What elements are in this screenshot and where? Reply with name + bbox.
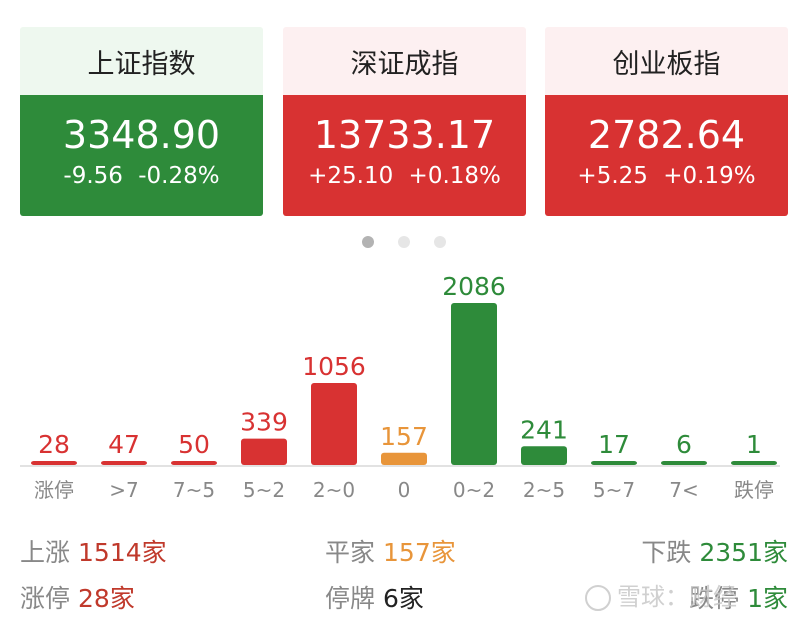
bar-value-label: 50 [178, 430, 210, 459]
stat-flat-label: 平家 [325, 538, 376, 567]
stat-rise-value: 1514家 [78, 538, 167, 567]
bar [31, 461, 77, 465]
index-value: 13733.17 [313, 113, 496, 157]
stat-rise: 上涨 1514家 [20, 533, 167, 569]
bar [591, 461, 637, 465]
stat-flat-value: 157家 [383, 538, 456, 567]
index-change-pct: +0.18% [408, 162, 501, 189]
index-value: 2782.64 [587, 113, 746, 157]
bar [451, 303, 497, 465]
index-quote: 2782.64 +5.25 +0.19% [545, 95, 788, 216]
page-dot-1[interactable] [362, 236, 374, 248]
bar [241, 438, 287, 465]
x-tick-label: 涨停 [34, 478, 74, 502]
bar [101, 461, 147, 465]
x-tick-label: 7< [669, 478, 698, 502]
stat-limit-down-value: 1家 [747, 584, 788, 613]
x-tick-label: 7~5 [173, 478, 215, 502]
snowball-logo-icon [585, 585, 611, 611]
index-quote: 13733.17 +25.10 +0.18% [283, 95, 526, 216]
index-change-row: +25.10 +0.18% [283, 163, 526, 189]
page-dot-2[interactable] [398, 236, 410, 248]
stat-suspended: 停牌 6家 [325, 579, 424, 615]
page-dot-3[interactable] [434, 236, 446, 248]
index-quote: 3348.90 -9.56 -0.28% [20, 95, 263, 216]
stat-fall: 下跌 2351家 [641, 533, 788, 569]
stat-limit-down-label: 跌停 [689, 584, 740, 613]
x-tick-label: 2~5 [523, 478, 565, 502]
stat-flat: 平家 157家 [325, 533, 456, 569]
x-tick-label: 0~2 [453, 478, 495, 502]
stat-suspended-label: 停牌 [325, 584, 376, 613]
bar [171, 461, 217, 465]
index-change: +5.25 [577, 162, 648, 189]
bar-value-label: 1 [746, 430, 762, 459]
bar [731, 461, 777, 465]
index-name: 深证成指 [283, 27, 526, 95]
index-name: 上证指数 [20, 27, 263, 95]
stat-limit-up: 涨停 28家 [20, 579, 135, 615]
index-change: +25.10 [308, 162, 394, 189]
index-name: 创业板指 [545, 27, 788, 95]
bar-value-label: 157 [380, 422, 428, 451]
x-tick-label: >7 [109, 478, 138, 502]
bar-value-label: 47 [108, 430, 140, 459]
bar-value-label: 241 [520, 415, 568, 444]
x-tick-label: 2~0 [313, 478, 355, 502]
stat-fall-label: 下跌 [641, 538, 692, 567]
x-tick-label: 5~2 [243, 478, 285, 502]
stat-fall-value: 2351家 [699, 538, 788, 567]
stat-limit-up-value: 28家 [78, 584, 135, 613]
bar-value-label: 28 [38, 430, 70, 459]
stat-rise-label: 上涨 [20, 538, 71, 567]
index-value: 3348.90 [62, 113, 221, 157]
x-tick-label: 0 [398, 478, 411, 502]
index-change-pct: +0.19% [663, 162, 756, 189]
index-card-shenzhen[interactable]: 深证成指 13733.17 +25.10 +0.18% [283, 27, 526, 216]
watermark-text: 雪球：财经 [617, 583, 737, 611]
index-change-pct: -0.28% [138, 162, 220, 189]
bar [311, 382, 357, 465]
watermark: 雪球：财经 [585, 577, 737, 612]
stat-limit-up-label: 涨停 [20, 584, 71, 613]
rise-fall-distribution-chart: 28 涨停 47 >7 50 7~5 339 5~2 1056 2~0 157 0 2086 0~2 241… [20, 272, 780, 502]
bar-value-label: 339 [240, 408, 288, 437]
bar [661, 461, 707, 465]
stat-limit-down: 跌停 1家 [689, 579, 788, 615]
index-change: -9.56 [63, 162, 123, 189]
bar [381, 452, 427, 465]
bar-value-label: 6 [676, 430, 692, 459]
index-change-row: -9.56 -0.28% [20, 163, 263, 189]
index-change-row: +5.25 +0.19% [545, 163, 788, 189]
bar-value-label: 17 [598, 430, 630, 459]
x-tick-label: 跌停 [734, 478, 774, 502]
bar-value-label: 2086 [442, 272, 506, 301]
page-indicator[interactable] [362, 236, 446, 248]
bar [521, 446, 567, 465]
stat-suspended-value: 6家 [383, 584, 424, 613]
index-card-shanghai[interactable]: 上证指数 3348.90 -9.56 -0.28% [20, 27, 263, 216]
x-tick-label: 5~7 [593, 478, 635, 502]
index-card-chinext[interactable]: 创业板指 2782.64 +5.25 +0.19% [545, 27, 788, 216]
bar-value-label: 1056 [302, 352, 366, 381]
